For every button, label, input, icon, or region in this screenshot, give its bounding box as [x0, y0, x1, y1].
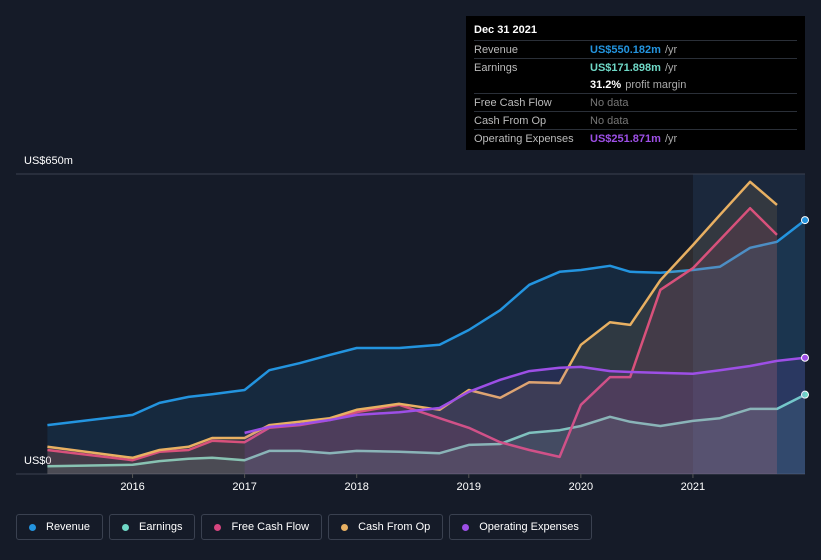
- legend-swatch: [341, 523, 349, 531]
- tooltip-label: Cash From Op: [474, 114, 547, 127]
- end-point: [801, 353, 809, 362]
- legend-item[interactable]: Free Cash Flow: [201, 514, 323, 540]
- plot: US$0 US$650m 2016 2017 2018 2019 2020 2021: [16, 155, 809, 493]
- tooltip-value: US$171.898m: [590, 61, 661, 74]
- legend-label: Cash From Op: [358, 521, 431, 533]
- x-tick-label: 2019: [457, 481, 481, 493]
- series-line: [47, 206, 778, 462]
- x-tick-label: 2016: [120, 481, 144, 493]
- legend-item[interactable]: Operating Expenses: [449, 514, 592, 540]
- tooltip-label: Earnings: [474, 61, 518, 74]
- legend-swatch: [214, 523, 222, 531]
- tooltip-suffix: /yr: [664, 61, 678, 74]
- tooltip-value: US$251.871m: [590, 132, 661, 145]
- tooltip-label: Operating Expenses: [474, 132, 574, 145]
- tooltip-label: Revenue: [474, 43, 519, 56]
- tooltip-row: Free Cash Flow No data: [474, 93, 797, 111]
- legend-item[interactable]: Earnings: [109, 514, 196, 540]
- end-point: [801, 216, 809, 225]
- x-tick-label: 2020: [569, 481, 593, 493]
- legend-item[interactable]: Cash From Op: [328, 514, 444, 540]
- tooltip-row: Revenue US$550.182m/yr: [474, 40, 797, 58]
- tooltip-suffix: profit margin: [625, 78, 687, 91]
- series-line: [47, 219, 806, 427]
- tooltip-value: US$550.182m: [590, 43, 661, 56]
- series-area: [47, 394, 806, 474]
- legend-swatch: [29, 523, 36, 531]
- tooltip-row: 31.2% profit margin: [474, 76, 797, 93]
- legend-label: Revenue: [46, 521, 91, 533]
- legend-label: Operating Expenses: [479, 521, 579, 533]
- tooltip-date: Dec 31 2021: [474, 24, 537, 36]
- x-tick-label: 2021: [681, 481, 705, 493]
- series-area: [47, 208, 778, 474]
- tooltip-value: 31.2%: [590, 78, 622, 91]
- chart: US$0 US$650m 2016 2017 2018 2019 2020 2021: [16, 155, 809, 493]
- tooltip-suffix: /yr: [664, 43, 678, 56]
- tooltip: Dec 31 2021 Revenue US$550.182m/yr Earning…: [466, 16, 805, 150]
- end-point: [801, 390, 809, 399]
- series-area: [244, 357, 806, 474]
- x-tick-label: 2018: [344, 481, 368, 493]
- legend-label: Free Cash Flow: [231, 521, 310, 533]
- legend-label: Earnings: [139, 521, 183, 533]
- tooltip-rows: Revenue US$550.182m/yr Earnings US$171.898m…: [474, 40, 797, 147]
- series-area: [47, 181, 778, 475]
- legend: Revenue Earnings Free Cash Flow Cash From O…: [16, 514, 592, 540]
- series-line: [244, 356, 806, 435]
- tooltip-row: Earnings US$171.898m/yr: [474, 58, 797, 76]
- y-tick-label: US$650m: [24, 155, 73, 167]
- x-tick-label: 2017: [232, 481, 256, 493]
- tooltip-row: Operating Expenses US$251.871m/yr: [474, 129, 797, 147]
- legend-swatch: [122, 523, 130, 531]
- legend-swatch: [462, 523, 470, 531]
- tooltip-label: Free Cash Flow: [474, 96, 552, 109]
- y-tick-label: US$0: [24, 455, 52, 467]
- tooltip-suffix: /yr: [664, 132, 678, 145]
- tooltip-value: No data: [590, 96, 629, 109]
- legend-item[interactable]: Revenue: [16, 514, 104, 540]
- tooltip-row: Cash From Op No data: [474, 111, 797, 129]
- tooltip-value: No data: [590, 114, 629, 127]
- series-line: [47, 393, 806, 468]
